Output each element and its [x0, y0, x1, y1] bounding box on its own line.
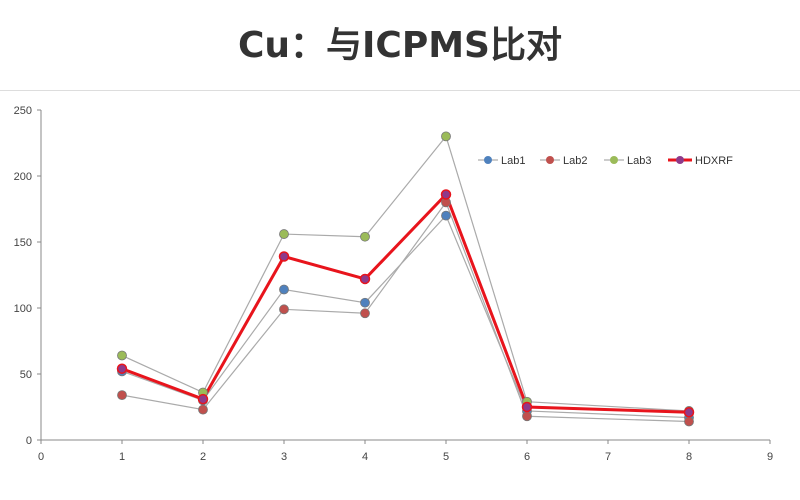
data-point-hdxrf	[116, 363, 128, 374]
data-point-lab2	[684, 416, 694, 427]
series-line-lab3	[121, 135, 690, 412]
x-tick-label: 8	[686, 451, 692, 463]
y-tick-label: 100	[14, 303, 32, 315]
data-point-lab1	[360, 297, 370, 308]
data-point-lab2	[279, 304, 289, 315]
data-point-hdxrf	[683, 407, 695, 418]
legend-marker	[676, 156, 684, 164]
data-point-lab3	[279, 229, 289, 239]
legend-marker	[484, 156, 492, 164]
legend-marker	[546, 156, 554, 164]
x-tick-label: 1	[119, 451, 125, 463]
data-point-lab2	[198, 404, 208, 415]
data-point-lab3	[117, 350, 127, 361]
legend-label: HDXRF	[695, 155, 733, 167]
data-point-hdxrf	[359, 273, 371, 285]
data-point-lab3	[360, 231, 370, 242]
data-point-hdxrf	[521, 401, 533, 413]
legend-marker	[610, 156, 618, 164]
data-point-lab1	[279, 284, 289, 295]
x-tick-label: 3	[281, 451, 287, 463]
data-point-lab3	[441, 131, 451, 142]
x-tick-label: 0	[38, 451, 44, 463]
data-point-hdxrf	[197, 393, 209, 405]
x-tick-label: 4	[362, 451, 368, 463]
data-point-hdxrf	[440, 189, 452, 200]
legend-label: Lab2	[563, 155, 587, 167]
x-tick-label: 2	[200, 451, 206, 463]
x-tick-label: 5	[443, 451, 449, 463]
legend-label: Lab1	[501, 155, 525, 167]
series-line-hdxrf	[121, 191, 690, 414]
data-point-lab1	[441, 210, 451, 221]
data-point-hdxrf	[278, 251, 290, 262]
title-divider	[0, 90, 800, 91]
x-tick-label: 9	[767, 451, 773, 463]
series-line-lab1	[121, 214, 690, 419]
y-tick-label: 200	[14, 171, 32, 183]
data-point-lab2	[360, 308, 370, 319]
x-tick-label: 6	[524, 451, 530, 463]
y-tick-label: 0	[26, 435, 32, 447]
y-tick-label: 250	[14, 105, 32, 117]
y-tick-label: 150	[14, 237, 32, 249]
x-tick-label: 7	[605, 451, 611, 463]
data-point-lab2	[117, 390, 127, 401]
data-point-lab2	[522, 411, 532, 422]
y-tick-label: 50	[20, 369, 32, 381]
legend-label: Lab3	[627, 155, 651, 167]
slide-title: Cu：与ICPMS比对	[237, 25, 562, 66]
